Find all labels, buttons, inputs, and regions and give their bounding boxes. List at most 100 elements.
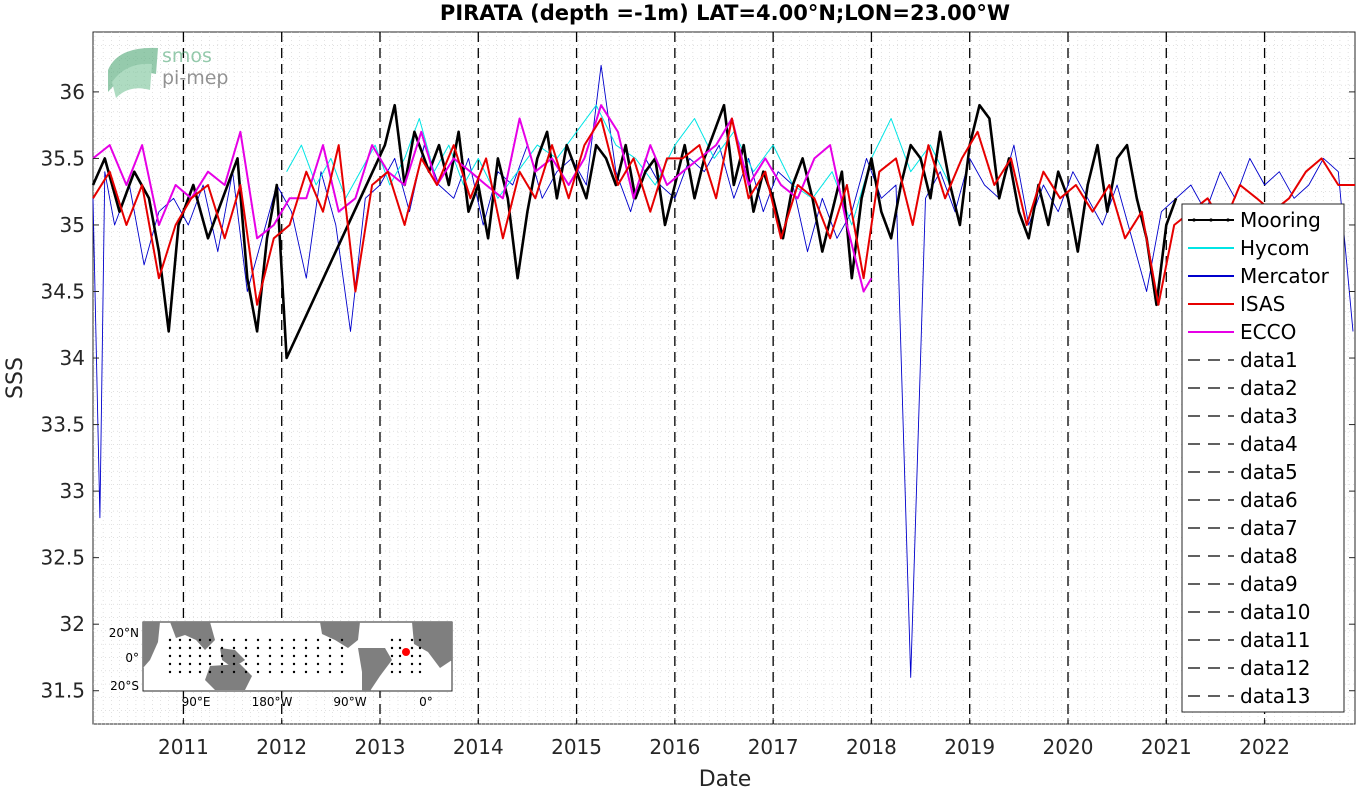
africa-east-shape — [143, 622, 160, 668]
plot-frame — [92, 31, 1356, 725]
buoy-dot — [410, 662, 414, 666]
legend-label-data11: data11 — [1240, 628, 1311, 652]
buoy-dot — [208, 670, 212, 674]
y-tick-label: 35.5 — [40, 146, 85, 170]
inset-lat-20s: 20°S — [110, 679, 139, 693]
buoy-dot — [188, 654, 192, 658]
buoy-dot — [418, 654, 422, 658]
series-hycom-line — [286, 104, 951, 226]
legend-label-data9: data9 — [1240, 572, 1298, 596]
legend-label-data1: data1 — [1240, 348, 1298, 372]
australia-shape — [205, 664, 252, 690]
buoy-dot — [328, 646, 332, 650]
buoy-dot — [410, 638, 414, 642]
buoy-dot — [198, 662, 202, 666]
buoy-dot — [390, 646, 394, 650]
y-axis-label: SSS — [3, 357, 28, 399]
buoy-dot — [188, 638, 192, 642]
buoy-dot — [188, 662, 192, 666]
buoy-dot — [268, 670, 272, 674]
buoy-dot — [304, 662, 308, 666]
x-tick-label: 2013 — [355, 735, 406, 759]
x-tick-label: 2017 — [748, 735, 799, 759]
buoy-dot — [390, 662, 394, 666]
buoy-dot — [292, 646, 296, 650]
y-tick-label: 33 — [60, 479, 85, 503]
buoy-dot — [244, 654, 248, 658]
logo-wave-icon-2 — [112, 63, 152, 98]
buoy-dot — [256, 654, 260, 658]
logo-line2: pi-mep — [162, 67, 228, 89]
legend-label-data13: data13 — [1240, 684, 1311, 708]
inset-lat-20n: 20°N — [109, 626, 139, 640]
buoy-dot — [418, 662, 422, 666]
maritime-shape — [220, 648, 245, 668]
buoy-dot — [178, 654, 182, 658]
buoy-dot — [268, 662, 272, 666]
buoy-dot — [220, 670, 224, 674]
mooring-location-marker — [402, 648, 410, 656]
central-america-shape — [320, 622, 360, 648]
x-tick-label: 2019 — [944, 735, 995, 759]
buoy-dot — [304, 638, 308, 642]
buoy-dot — [280, 646, 284, 650]
buoy-dot — [316, 646, 320, 650]
buoy-dot — [280, 638, 284, 642]
buoy-dot — [398, 646, 402, 650]
series-layer — [91, 64, 1355, 678]
buoy-dot — [198, 670, 202, 674]
y-tick-label: 32 — [60, 612, 85, 636]
buoy-dot — [244, 662, 248, 666]
chart-title: PIRATA (depth =-1m) LAT=4.00°N;LON=23.00… — [440, 1, 1010, 25]
buoy-dot — [328, 638, 332, 642]
buoy-dot — [390, 654, 394, 658]
buoy-dot — [390, 638, 394, 642]
buoy-dot — [188, 670, 192, 674]
legend-label-data6: data6 — [1240, 488, 1298, 512]
buoy-dot — [280, 654, 284, 658]
buoy-dot — [178, 638, 182, 642]
buoy-dot — [188, 646, 192, 650]
buoy-dot — [268, 654, 272, 658]
x-axis: 2011 2012 2013 2014 2015 2016 2017 2018 2019 2020… — [158, 718, 1290, 759]
legend-label-hycom: Hycom — [1240, 236, 1310, 260]
buoy-dot — [220, 662, 224, 666]
buoy-dot — [410, 646, 414, 650]
y-tick-label: 34.5 — [40, 280, 85, 304]
y-tick-label: 36 — [60, 80, 85, 104]
buoy-dot — [292, 662, 296, 666]
buoy-dot — [198, 638, 202, 642]
legend-label-data8: data8 — [1240, 544, 1298, 568]
inset-map: 20°N 0° 20°S 90°E 180°W 90°W 0° — [109, 621, 453, 709]
legend-label-isas: ISAS — [1240, 292, 1285, 316]
buoy-dot — [398, 654, 402, 658]
buoy-dot — [208, 638, 212, 642]
x-tick-label: 2016 — [649, 735, 700, 759]
buoy-dot — [328, 662, 332, 666]
buoy-dot — [220, 638, 224, 642]
y-tick-label: 35 — [60, 213, 85, 237]
buoy-dot — [268, 646, 272, 650]
inset-lon-90w: 90°W — [333, 695, 366, 709]
buoy-dot — [280, 662, 284, 666]
inset-lon-90e: 90°E — [182, 695, 211, 709]
buoy-dot — [398, 662, 402, 666]
buoy-dot — [340, 670, 344, 674]
buoy-dot — [316, 638, 320, 642]
buoy-dot — [256, 646, 260, 650]
buoy-dot — [232, 638, 236, 642]
legend-dot — [1192, 218, 1196, 222]
buoy-dot — [232, 670, 236, 674]
legend-label-data7: data7 — [1240, 516, 1298, 540]
buoy-dot — [168, 662, 172, 666]
africa-west-shape — [412, 622, 452, 668]
series-ecco-line — [92, 104, 873, 293]
logo-line1: smos — [162, 45, 212, 67]
legend-label-data4: data4 — [1240, 432, 1298, 456]
buoy-dot — [178, 646, 182, 650]
buoy-dot — [390, 670, 394, 674]
buoy-dot — [340, 646, 344, 650]
legend-frame — [1181, 203, 1345, 713]
legend-label-data12: data12 — [1240, 656, 1311, 680]
